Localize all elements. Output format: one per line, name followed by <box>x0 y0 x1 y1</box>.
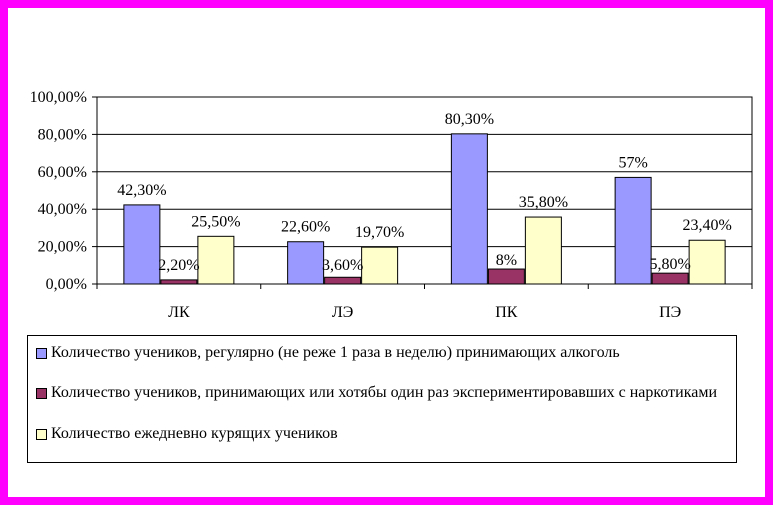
data-label: 8% <box>496 252 517 269</box>
bar <box>160 279 198 285</box>
bar <box>524 216 562 285</box>
bar <box>361 246 399 285</box>
bar <box>651 272 689 285</box>
legend-item-drugs: Количество учеников, принимающих или хот… <box>36 383 730 402</box>
axes: 0,00% 20,00% 40,00% 60,00% 80,00% 100,00% ЛК ЛЭ… <box>30 89 753 321</box>
bars <box>123 133 726 285</box>
legend-item-smoking: Количество ежедневно курящих учеников <box>36 424 730 443</box>
data-label: 35,80% <box>519 194 568 211</box>
y-tick-label: 100,00% <box>30 89 87 106</box>
bar <box>450 133 488 285</box>
data-label: 19,70% <box>355 224 404 241</box>
y-tick-label: 0,00% <box>46 276 87 293</box>
legend-item-alcohol: Количество учеников, регулярно (не реже … <box>36 343 730 362</box>
data-labels: 42,30% 22,60% 80,30% 57% 2,20% 3,60% 8% 5,80% 25… <box>117 111 732 274</box>
bar <box>123 204 161 285</box>
y-tick-label: 80,00% <box>38 126 87 143</box>
data-label: 57% <box>618 154 647 171</box>
data-label: 25,50% <box>191 213 240 230</box>
data-label: 3,60% <box>322 257 363 274</box>
legend-label: Количество учеников, регулярно (не реже … <box>51 344 620 361</box>
data-label: 5,80% <box>649 256 690 273</box>
data-label: 22,60% <box>281 219 330 236</box>
bar <box>287 241 325 285</box>
legend-swatch <box>36 348 47 359</box>
x-tick-label: ЛЭ <box>332 304 353 321</box>
bar <box>197 235 235 285</box>
bar <box>614 176 652 285</box>
chart-legend: Количество учеников, регулярно (не реже … <box>27 335 737 463</box>
data-label: 23,40% <box>682 217 731 234</box>
legend-swatch <box>36 388 47 399</box>
legend-swatch <box>36 429 47 440</box>
bar <box>324 276 362 285</box>
x-tick-label: ЛК <box>168 304 190 321</box>
bar <box>688 239 726 285</box>
legend-label: Количество учеников, принимающих или хот… <box>51 384 718 401</box>
x-tick-label: ПЭ <box>659 304 681 321</box>
data-label: 2,20% <box>158 257 199 274</box>
x-tick-label: ПК <box>495 304 518 321</box>
legend-label: Количество ежедневно курящих учеников <box>51 425 338 442</box>
bar <box>487 268 525 285</box>
data-label: 80,30% <box>445 111 494 128</box>
data-label: 42,30% <box>117 182 166 199</box>
y-tick-label: 60,00% <box>38 164 87 181</box>
y-tick-label: 20,00% <box>38 239 87 256</box>
bar-chart: 0,00% 20,00% 40,00% 60,00% 80,00% 100,00% ЛК ЛЭ… <box>30 89 753 321</box>
y-tick-label: 40,00% <box>38 201 87 218</box>
